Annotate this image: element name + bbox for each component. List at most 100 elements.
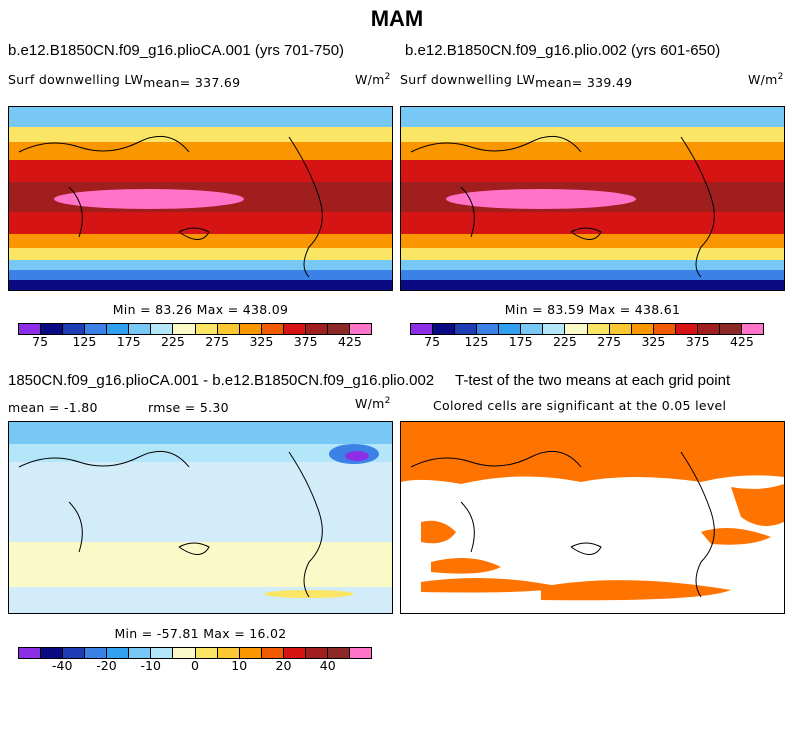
colorbar-swatch bbox=[19, 648, 42, 658]
coastline-australia bbox=[570, 542, 602, 555]
colorbar-swatch bbox=[631, 324, 654, 334]
panel-title-bottom-left: 1850CN.f09_g16.plioCA.001 - b.e12.B1850C… bbox=[8, 372, 435, 389]
colorbar-swatch bbox=[195, 324, 218, 334]
colorbar-tick-label: 275 bbox=[205, 334, 230, 349]
colorbar-swatch bbox=[261, 648, 284, 658]
colorbar-swatch bbox=[107, 324, 130, 334]
warm-pool-feature bbox=[54, 189, 244, 209]
variable-name: Surf downwelling LW bbox=[8, 72, 144, 87]
colorbar-tick-label: 375 bbox=[685, 334, 710, 349]
significance-west-region bbox=[421, 520, 456, 544]
colorbar-swatch bbox=[217, 324, 240, 334]
variable-label-top-right: Surf downwelling LWmean= 339.49 bbox=[400, 72, 633, 90]
colorbar-tick-label: 225 bbox=[552, 334, 577, 349]
variable-name: Surf downwelling LW bbox=[400, 72, 536, 87]
map-bottom-left bbox=[8, 421, 393, 614]
significance-southern-ocean-west bbox=[421, 578, 561, 593]
colorbar-tick-label: 75 bbox=[424, 334, 441, 349]
coastline-eurasia bbox=[18, 450, 190, 468]
colorbar-swatch bbox=[107, 648, 130, 658]
colorbar-swatch bbox=[173, 324, 196, 334]
colorbar-tick-label: 425 bbox=[729, 334, 754, 349]
colorbar-tick-label: 10 bbox=[231, 658, 248, 673]
colorbar-tick-label: 40 bbox=[319, 658, 336, 673]
units-text: W/m bbox=[355, 72, 385, 88]
midlat-north-band bbox=[9, 127, 392, 142]
colorbar-swatch bbox=[349, 648, 371, 658]
colorbar-ticks-bottom-left: -40 -20 -10 0 10 20 40 bbox=[18, 658, 372, 674]
midlat-south-band bbox=[401, 248, 784, 260]
colorbar-swatch bbox=[283, 324, 306, 334]
units-exponent: 2 bbox=[384, 396, 391, 406]
colorbar-tick-label: 325 bbox=[249, 334, 274, 349]
colorbar-swatch bbox=[565, 324, 588, 334]
minmax-top-left: Min = 83.26 Max = 438.09 bbox=[112, 302, 289, 317]
units-text: W/m bbox=[355, 396, 385, 412]
colorbar-tick-label: -40 bbox=[52, 658, 73, 673]
figure-title: MAM bbox=[370, 6, 424, 31]
units-exponent: 2 bbox=[384, 72, 391, 82]
colorbar-swatch bbox=[697, 324, 720, 334]
colorbar-swatch bbox=[63, 324, 86, 334]
units-text: W/m bbox=[748, 72, 778, 88]
units-label-top-left: W/m2 bbox=[355, 72, 391, 87]
colorbar-swatch bbox=[261, 324, 284, 334]
coastline-africa bbox=[68, 186, 83, 238]
colorbar-swatch bbox=[151, 324, 174, 334]
colorbar-top-left bbox=[18, 323, 372, 335]
warm-pool-feature bbox=[446, 189, 636, 209]
colorbar-tick-label: 75 bbox=[32, 334, 49, 349]
significance-southern-ocean-east bbox=[541, 580, 731, 601]
subtropic-south-band bbox=[9, 234, 392, 248]
tropic-north-band bbox=[401, 160, 784, 182]
colorbar-tick-label: 0 bbox=[191, 658, 199, 673]
colorbar-top-right bbox=[410, 323, 764, 335]
units-exponent: 2 bbox=[777, 72, 784, 82]
coastline-africa bbox=[460, 186, 475, 238]
colorbar-tick-label: 125 bbox=[464, 334, 489, 349]
significance-south-atlantic bbox=[431, 558, 501, 574]
subtropic-north-band bbox=[401, 142, 784, 160]
coastline-africa bbox=[460, 501, 475, 553]
coastline-australia bbox=[178, 227, 210, 240]
southern-ocean-warming bbox=[264, 590, 354, 598]
midlat-north-band bbox=[401, 127, 784, 142]
subpolar-south-band bbox=[401, 260, 784, 270]
subtropic-north-band bbox=[9, 142, 392, 160]
tropic-south-band bbox=[9, 212, 392, 234]
mean-value: mean= 339.49 bbox=[535, 75, 633, 90]
colorbar-swatch bbox=[41, 324, 64, 334]
map-svg-bottom-right bbox=[401, 422, 784, 613]
colorbar-swatch bbox=[217, 648, 240, 658]
significance-north-region bbox=[401, 422, 784, 484]
colorbar-tick-label: 425 bbox=[337, 334, 362, 349]
colorbar-ticks-top-left: 75 125 175 225 275 325 375 425 bbox=[18, 334, 372, 350]
map-top-right bbox=[400, 106, 785, 291]
colorbar-swatch bbox=[19, 324, 42, 334]
colorbar-swatch bbox=[151, 648, 174, 658]
polar-south-band bbox=[9, 270, 392, 280]
antarctica-band bbox=[401, 280, 784, 290]
coastline-africa bbox=[68, 501, 83, 553]
colorbar-swatch bbox=[239, 648, 262, 658]
colorbar-tick-label: 225 bbox=[160, 334, 185, 349]
polar-north-band bbox=[401, 107, 784, 127]
panel-title-bottom-right: T-test of the two means at each grid poi… bbox=[455, 372, 731, 389]
map-svg-bottom-left bbox=[9, 422, 392, 613]
minmax-bottom-left: Min = -57.81 Max = 16.02 bbox=[114, 626, 287, 641]
subtropic-south-band bbox=[401, 234, 784, 248]
colorbar-swatch bbox=[349, 324, 371, 334]
colorbar-swatch bbox=[85, 324, 108, 334]
coastline-americas bbox=[288, 451, 323, 598]
colorbar-swatch bbox=[195, 648, 218, 658]
mean-value: mean= 337.69 bbox=[143, 75, 241, 90]
minmax-top-right: Min = 83.59 Max = 438.61 bbox=[504, 302, 681, 317]
max-cooling-spot bbox=[345, 451, 369, 461]
colorbar-swatch bbox=[741, 324, 763, 334]
colorbar-swatch bbox=[305, 324, 328, 334]
polar-south-band bbox=[401, 270, 784, 280]
colorbar-bottom-left bbox=[18, 647, 372, 659]
colorbar-swatch bbox=[477, 324, 500, 334]
coastline-eurasia bbox=[410, 135, 582, 153]
colorbar-tick-label: 175 bbox=[116, 334, 141, 349]
